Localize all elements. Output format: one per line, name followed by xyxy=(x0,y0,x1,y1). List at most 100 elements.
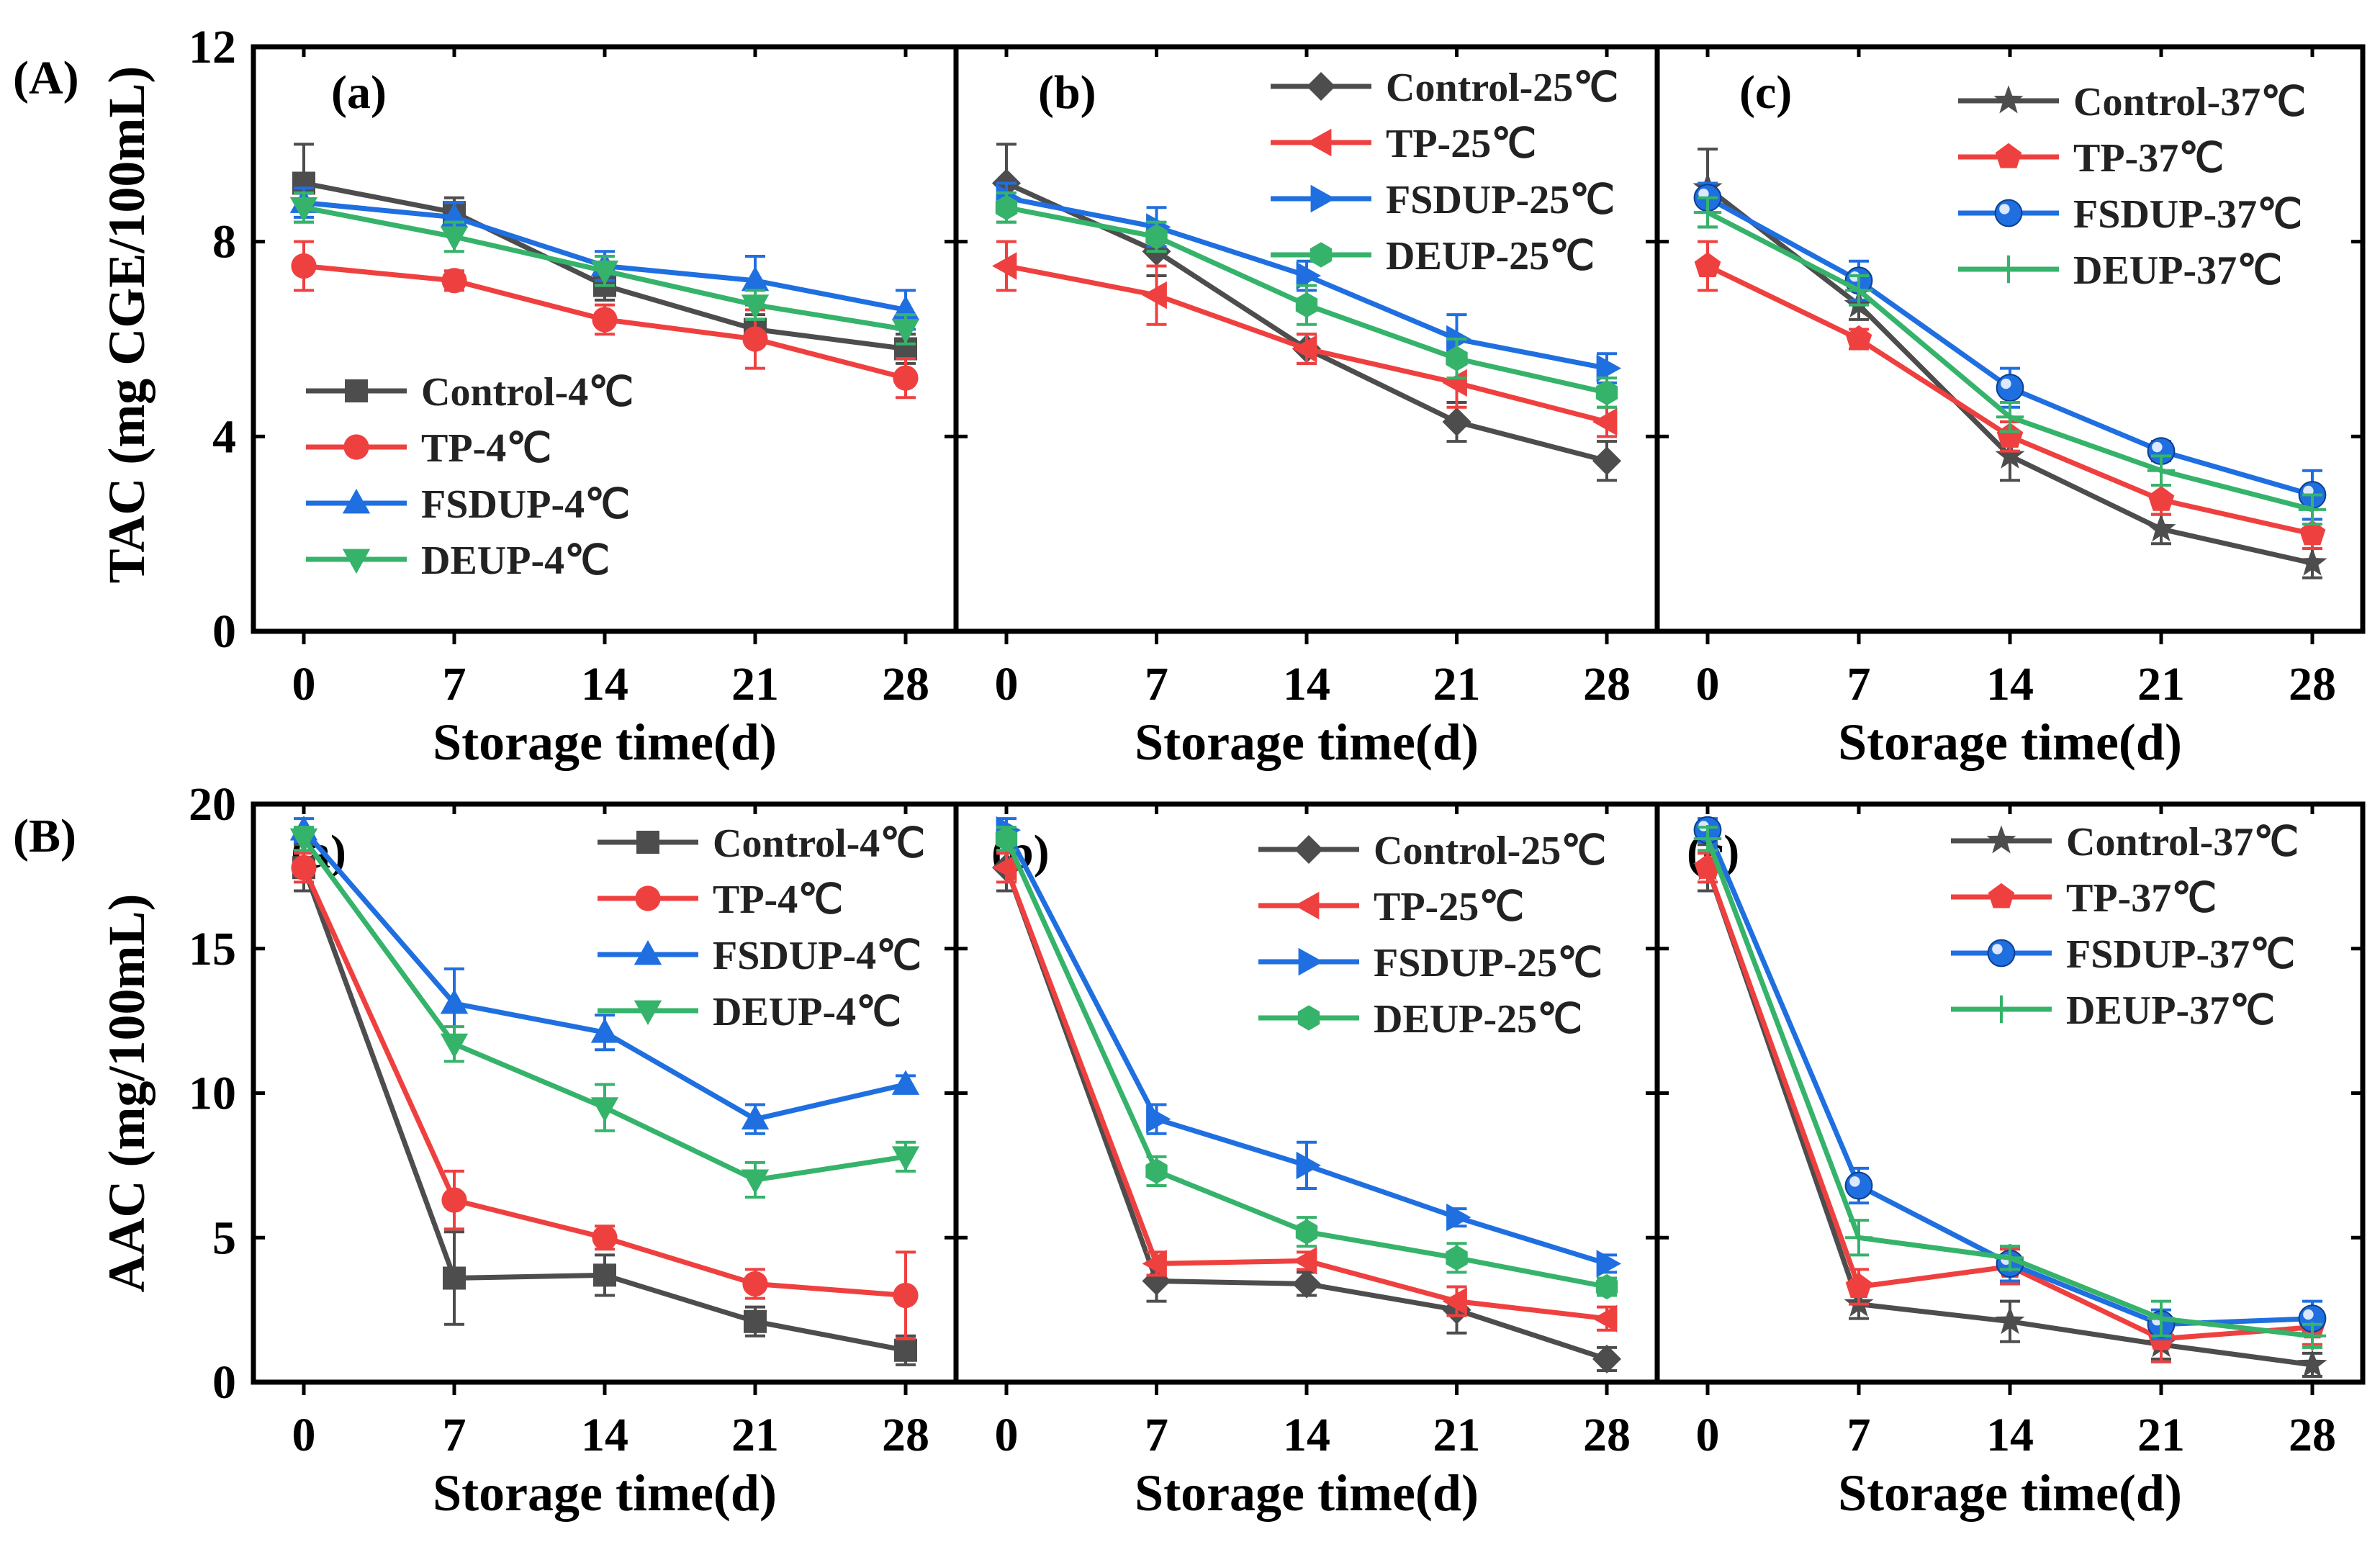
x-axis-title: Storage time(d) xyxy=(1838,1464,2182,1522)
series-DEUP-25℃ xyxy=(995,826,1618,1300)
legend-item: Control-4℃ xyxy=(598,821,925,866)
legend-marker xyxy=(1986,825,2016,854)
x-tick-label: 21 xyxy=(2137,658,2185,711)
legend-item: TP-37℃ xyxy=(1951,876,2217,921)
legend-item: FSDUP-4℃ xyxy=(306,482,630,527)
data-point xyxy=(1292,1247,1317,1275)
legend-item: DEUP-25℃ xyxy=(1258,997,1582,1042)
x-tick-label: 21 xyxy=(2137,1409,2185,1461)
data-point xyxy=(995,826,1018,852)
panel-frame xyxy=(1654,44,2366,634)
x-tick-label: 0 xyxy=(995,1409,1019,1461)
x-axis-title: Storage time(d) xyxy=(1838,713,2182,771)
row-label-b: (B) xyxy=(13,810,76,862)
legend-marker xyxy=(636,831,659,854)
y-axis-title: TAC (mg CGE/100mL) xyxy=(98,66,155,584)
data-point xyxy=(2147,486,2175,511)
data-point xyxy=(592,1224,618,1250)
data-point xyxy=(2147,456,2176,484)
data-point xyxy=(1596,1250,1621,1278)
panel-label: (a) xyxy=(331,66,387,119)
data-point xyxy=(440,989,469,1014)
legend-item: TP-4℃ xyxy=(306,426,551,471)
legend-item: Control-37℃ xyxy=(1951,820,2299,865)
data-point xyxy=(1845,1273,1872,1298)
x-tick-label: 7 xyxy=(1847,658,1871,711)
legend-marker xyxy=(1307,72,1335,101)
data-point xyxy=(2147,1304,2176,1332)
x-tick-label: 14 xyxy=(1986,658,2034,711)
data-point xyxy=(590,260,619,286)
data-point xyxy=(1995,440,2025,469)
legend-marker xyxy=(1994,255,2023,284)
data-point xyxy=(1845,325,1872,351)
legend-item: FSDUP-25℃ xyxy=(1258,941,1603,986)
legend-label: Control-25℃ xyxy=(1386,66,1618,110)
legend-marker xyxy=(1988,883,2015,908)
legend-label: DEUP-4℃ xyxy=(421,538,610,583)
panel-label: (c) xyxy=(1739,66,1792,119)
data-point xyxy=(443,1266,466,1290)
data-point xyxy=(1145,1158,1168,1184)
legend-marker xyxy=(1307,128,1332,157)
data-point xyxy=(1694,252,1721,277)
data-point xyxy=(2298,495,2327,524)
legend-label: FSDUP-37℃ xyxy=(2073,192,2302,237)
data-point xyxy=(440,226,469,251)
legend-marker xyxy=(343,434,369,460)
x-tick-label: 14 xyxy=(581,658,628,711)
legend-marker xyxy=(1298,947,1323,976)
data-point xyxy=(894,1338,917,1362)
data-point-highlight xyxy=(1849,1176,1860,1187)
data-point xyxy=(593,1263,616,1287)
series-DEUP-4℃ xyxy=(289,191,920,346)
data-point xyxy=(441,268,467,294)
x-tick-label: 7 xyxy=(443,658,466,711)
x-axis-title: Storage time(d) xyxy=(433,1464,777,1522)
data-point xyxy=(1996,423,2024,448)
legend-label: DEUP-4℃ xyxy=(713,990,901,1034)
legend-label: FSDUP-4℃ xyxy=(713,934,921,978)
legend-label: DEUP-25℃ xyxy=(1374,997,1582,1042)
series-TP-25℃ xyxy=(992,852,1618,1332)
data-point xyxy=(891,1146,920,1171)
legend-item: TP-4℃ xyxy=(598,878,843,922)
data-point xyxy=(2299,520,2326,546)
x-tick-label: 0 xyxy=(292,658,316,711)
x-tick-label: 21 xyxy=(731,658,779,711)
legend-label: FSDUP-4℃ xyxy=(421,482,630,527)
y-tick-label: 4 xyxy=(212,410,236,463)
x-tick-label: 14 xyxy=(1283,658,1330,711)
series-DEUP-25℃ xyxy=(995,191,1618,409)
data-point xyxy=(2298,1322,2327,1350)
chart-panel-b-1: 0 7 14 21 28 Storage time(d) 0 5 10 15 20 AAC (mg/1… xyxy=(98,778,959,1522)
legend-marker xyxy=(1987,995,2016,1024)
data-point xyxy=(1592,407,1618,436)
legend-label: TP-25℃ xyxy=(1374,885,1524,929)
x-tick-label: 0 xyxy=(1696,658,1720,711)
legend-marker xyxy=(635,885,661,911)
y-tick-label: 10 xyxy=(189,1068,236,1120)
legend-marker-highlight xyxy=(1992,944,2003,955)
legend-item: TP-25℃ xyxy=(1271,122,1536,166)
x-tick-label: 21 xyxy=(731,1409,779,1461)
data-point-highlight xyxy=(2303,1309,2314,1320)
data-point xyxy=(440,1033,469,1059)
data-point xyxy=(291,854,317,880)
legend-label: Control-37℃ xyxy=(2073,80,2306,125)
legend-item: Control-25℃ xyxy=(1271,66,1618,110)
data-point xyxy=(992,854,1017,882)
legend-label: DEUP-37℃ xyxy=(2073,248,2282,293)
x-tick-label: 14 xyxy=(581,1409,628,1461)
legend-marker xyxy=(634,940,662,965)
x-tick-label: 28 xyxy=(1583,658,1631,711)
data-point xyxy=(1693,198,1722,227)
series-Control-25℃ xyxy=(992,843,1621,1374)
legend-label: FSDUP-25℃ xyxy=(1374,941,1603,986)
data-point xyxy=(1292,335,1317,363)
data-point xyxy=(741,294,770,320)
data-point xyxy=(2297,1349,2327,1378)
legend-label: FSDUP-25℃ xyxy=(1386,178,1615,222)
data-point xyxy=(1592,1344,1621,1374)
legend-label: Control-4℃ xyxy=(713,821,925,866)
